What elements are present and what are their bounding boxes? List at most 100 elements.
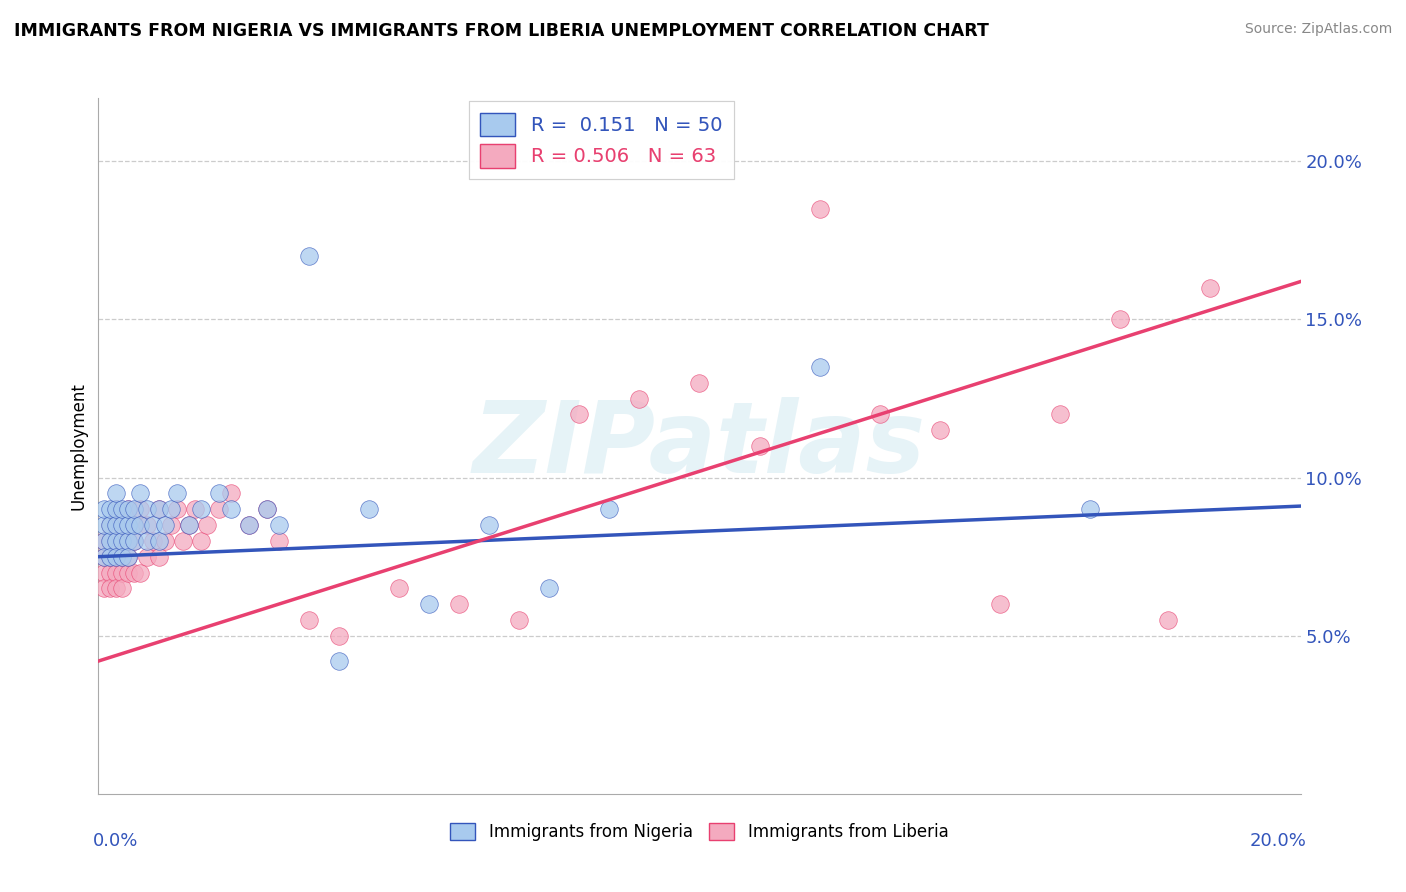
Point [105, 502, 128, 516]
Point [117, 549, 139, 564]
Point [219, 502, 242, 516]
Point [117, 549, 139, 564]
Point [238, 518, 260, 533]
Y-axis label: Unemployment: Unemployment [69, 382, 87, 510]
Point [111, 566, 134, 580]
Point [117, 518, 139, 533]
Point [100, 566, 122, 580]
Point [93, 518, 115, 533]
Text: ZIPatlas: ZIPatlas [472, 398, 927, 494]
Point [129, 518, 152, 533]
Point [124, 566, 146, 580]
Point [148, 502, 170, 516]
Point [100, 533, 122, 548]
Point [148, 549, 170, 564]
Point [256, 502, 278, 516]
Point [129, 566, 152, 580]
Point [141, 518, 163, 533]
Point [93, 502, 115, 516]
Point [100, 549, 122, 564]
Point [93, 566, 115, 580]
Point [117, 502, 139, 516]
Point [93, 549, 115, 564]
Point [105, 566, 128, 580]
Point [111, 582, 134, 596]
Point [148, 502, 170, 516]
Point [105, 533, 128, 548]
Legend: R =  0.151   N = 50, R = 0.506   N = 63: R = 0.151 N = 50, R = 0.506 N = 63 [468, 101, 734, 179]
Point [328, 654, 350, 668]
Point [135, 533, 157, 548]
Point [166, 502, 188, 516]
Point [568, 408, 591, 422]
Point [100, 518, 122, 533]
Point [357, 502, 380, 516]
Point [105, 533, 128, 548]
Point [172, 533, 194, 548]
Point [105, 518, 128, 533]
Point [117, 533, 139, 548]
Point [117, 533, 139, 548]
Point [105, 486, 128, 500]
Text: Source: ZipAtlas.com: Source: ZipAtlas.com [1244, 22, 1392, 37]
Point [195, 518, 218, 533]
Point [141, 533, 163, 548]
Point [598, 502, 620, 516]
Point [117, 502, 139, 516]
Point [148, 533, 170, 548]
Point [100, 582, 122, 596]
Point [238, 518, 260, 533]
Point [105, 502, 128, 516]
Point [538, 582, 561, 596]
Point [105, 549, 128, 564]
Point [219, 486, 242, 500]
Point [689, 376, 711, 390]
Point [208, 502, 231, 516]
Point [124, 518, 146, 533]
Point [166, 486, 188, 500]
Point [100, 533, 122, 548]
Point [159, 502, 181, 516]
Point [135, 502, 157, 516]
Point [177, 518, 200, 533]
Point [208, 486, 231, 500]
Point [988, 597, 1011, 611]
Point [93, 549, 115, 564]
Point [93, 533, 115, 548]
Point [111, 502, 134, 516]
Point [808, 359, 831, 374]
Point [298, 613, 321, 627]
Point [267, 518, 290, 533]
Point [100, 502, 122, 516]
Point [808, 202, 831, 216]
Point [508, 613, 530, 627]
Point [111, 533, 134, 548]
Point [100, 518, 122, 533]
Point [129, 486, 152, 500]
Point [388, 582, 411, 596]
Point [124, 518, 146, 533]
Text: IMMIGRANTS FROM NIGERIA VS IMMIGRANTS FROM LIBERIA UNEMPLOYMENT CORRELATION CHAR: IMMIGRANTS FROM NIGERIA VS IMMIGRANTS FR… [14, 22, 988, 40]
Point [177, 518, 200, 533]
Point [298, 249, 321, 263]
Point [105, 549, 128, 564]
Point [1157, 613, 1180, 627]
Point [124, 502, 146, 516]
Point [869, 408, 891, 422]
Point [183, 502, 205, 516]
Point [929, 423, 952, 437]
Point [1049, 408, 1071, 422]
Point [111, 533, 134, 548]
Point [159, 518, 181, 533]
Text: 20.0%: 20.0% [1250, 832, 1306, 850]
Point [153, 518, 176, 533]
Text: 0.0%: 0.0% [93, 832, 138, 850]
Point [1199, 281, 1222, 295]
Point [628, 392, 651, 406]
Point [124, 533, 146, 548]
Point [135, 549, 157, 564]
Point [256, 502, 278, 516]
Point [328, 629, 350, 643]
Point [478, 518, 501, 533]
Point [267, 533, 290, 548]
